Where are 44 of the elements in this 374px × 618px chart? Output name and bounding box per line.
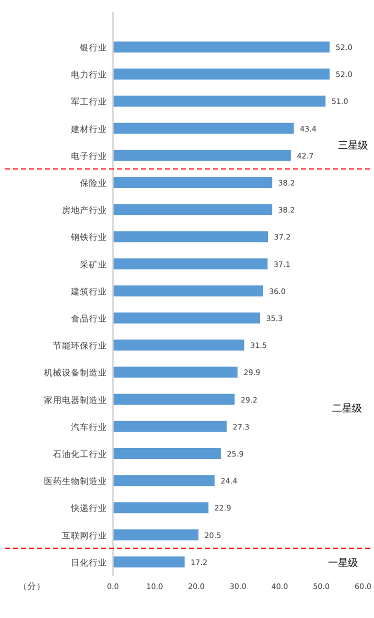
y-tick-label: 互联网行业 [62,530,107,542]
y-tick-label: 汽车行业 [71,422,107,433]
bar [113,556,185,568]
annotation: 一星级 [328,556,358,569]
bar [113,448,221,459]
x-axis-title: （分） [18,580,46,592]
bar [113,420,227,432]
y-tick-label: 家用电器制造业 [44,394,107,406]
bar [113,122,294,134]
bar [113,150,291,161]
bar [113,177,272,188]
bar [113,96,326,107]
y-tick-label: 医药生物制造业 [44,476,107,488]
y-tick-label: 机械设备制造业 [44,368,107,379]
y-tick-label: 建材行业 [70,124,107,135]
bar [113,231,268,242]
y-tick-label: 银行业 [79,42,107,54]
y-tick-label: 房地产行业 [62,205,107,216]
y-tick-label: 电力行业 [71,70,107,81]
y-tick-label: 建筑行业 [70,286,107,298]
y-tick-label: 节能环保行业 [53,340,107,352]
annotation: 三星级 [338,140,368,152]
y-tick-label: 保险业 [80,178,107,189]
bar [113,475,215,486]
bar [113,312,260,324]
bar [113,204,272,216]
bar [113,340,244,351]
bar [113,529,198,540]
annotation: 二星级 [332,402,362,414]
y-tick-label: 日化行业 [71,557,107,568]
y-tick-label: 石油化工行业 [53,449,107,460]
bar [113,394,235,405]
bar [113,42,330,52]
bar [113,258,268,270]
y-tick-label: 军工行业 [71,96,107,108]
y-tick-label: 采矿业 [80,259,107,270]
bar [113,502,208,514]
y-tick-label: 电子行业 [71,150,107,162]
bar [113,68,330,80]
y-tick-label: 钢铁行业 [70,232,107,244]
y-tick-label: 食品行业 [71,314,107,324]
bar [113,366,238,378]
y-tick-label: 快递行业 [70,503,107,514]
bar [113,285,263,296]
